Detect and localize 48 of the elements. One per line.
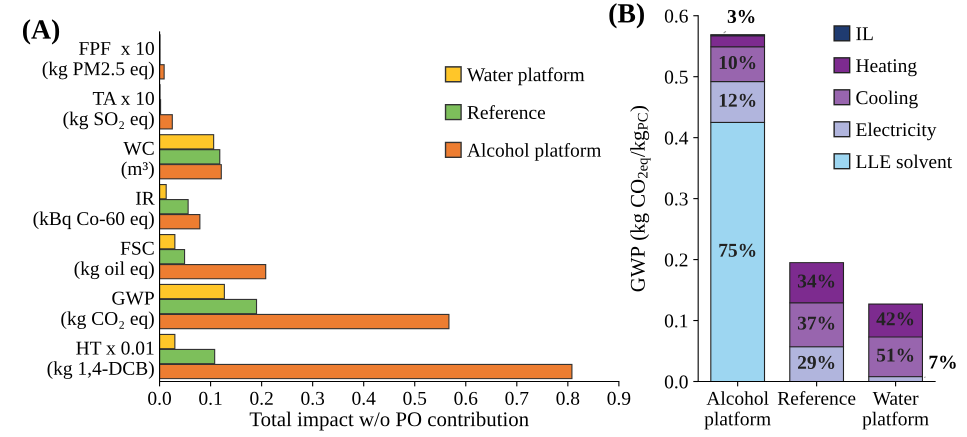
annotation: 51% xyxy=(876,348,914,362)
y-axis-title: GWP (kg CO$_{2eq}$/kg$_{PC}$) xyxy=(630,106,651,292)
y-tick-label: WC (m³) xyxy=(122,142,154,180)
x-tick-label: Water platform xyxy=(862,392,929,430)
legend-label: IL xyxy=(856,27,873,40)
y-tick-label: 0.0 xyxy=(664,375,688,389)
annotation: 75% xyxy=(719,244,756,257)
y-tick-label: 0.4 xyxy=(664,131,688,145)
x-tick-label: 0.9 xyxy=(607,392,630,405)
annotation: 10% xyxy=(720,56,756,70)
x-tick-label: 0.8 xyxy=(556,392,580,405)
legend-label: Water platform xyxy=(466,67,584,86)
annotation: 7% xyxy=(930,356,956,369)
x-tick-label: 0.2 xyxy=(250,392,273,405)
legend-label: Heating xyxy=(856,59,917,76)
legend-label: Electricity xyxy=(856,122,936,140)
annotation: 3% xyxy=(728,10,754,24)
text: (A) xyxy=(22,19,60,44)
annotation: 12% xyxy=(720,94,756,107)
legend-label: Alcohol platform xyxy=(467,142,602,161)
y-tick-label: IR (kBq Co-60 eq) xyxy=(33,192,155,230)
x-tick-label: 0.6 xyxy=(454,392,478,405)
annotation: 37% xyxy=(798,316,834,330)
annotation: 42% xyxy=(876,312,914,326)
y-tick-label: 0.5 xyxy=(664,70,688,84)
y-tick-label: HT x 0.01 (kg 1,4-DCB) xyxy=(48,342,154,379)
legend-label: Cooling xyxy=(856,90,918,108)
legend-label: Reference xyxy=(467,105,546,120)
y-tick-label: GWP (kg CO₂ eq) xyxy=(61,292,154,330)
x-tick-label: 0.5 xyxy=(403,392,426,405)
text: (B) xyxy=(609,3,644,28)
x-tick-label: 0.1 xyxy=(199,392,222,405)
y-tick-label: 0.6 xyxy=(664,10,688,23)
x-tick-label: 0.4 xyxy=(352,392,376,405)
x-tick-label: Reference xyxy=(778,391,856,405)
y-tick-label: 0.3 xyxy=(664,192,688,206)
y-tick-label: 0.2 xyxy=(664,253,688,267)
y-tick-label: TA x 10 (kg SO₂ eq) xyxy=(63,92,154,130)
x-tick-label: Alcohol platform xyxy=(704,391,771,430)
x-tick-label: 0.3 xyxy=(301,392,324,405)
annotation: 34% xyxy=(798,274,834,288)
x-tick-label: 0.0 xyxy=(148,392,171,405)
y-tick-label: FSC (kg oil eq) xyxy=(74,242,154,280)
x-tick-label: 0.7 xyxy=(505,392,528,405)
y-tick-label: 0.1 xyxy=(664,314,688,328)
x-axis-title: Total impact w/o PO contribution xyxy=(250,412,529,431)
annotation: 29% xyxy=(798,356,834,370)
legend-label: LLE solvent xyxy=(856,154,952,168)
